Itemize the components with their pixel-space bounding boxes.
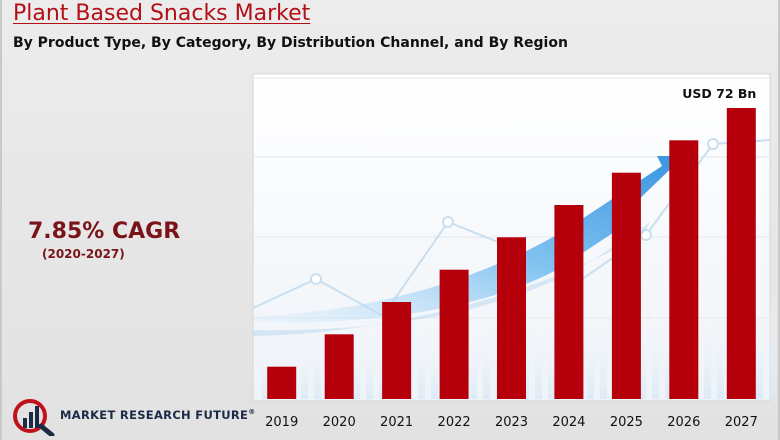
x-tick-label-2025: 2025 [610,415,643,430]
background-stripe [366,317,373,399]
x-tick-label-2024: 2024 [552,415,585,430]
background-stripe [275,324,282,399]
chart-title: Plant Based Snacks Market [13,1,311,26]
x-axis-tick-labels: 2019 2020 2021 2022 2023 2024 2025 2026 2027 [265,415,758,430]
background-stripe [288,323,295,399]
cagr-period: (2020-2027) [42,247,125,261]
x-tick-label-2020: 2020 [323,415,356,430]
background-stripe [418,313,425,399]
bar-2024 [554,205,584,399]
bar-series [267,108,756,400]
bar-2023 [497,237,526,399]
bar-2022 [439,269,469,399]
x-tick-label-2027: 2027 [725,415,758,430]
market-research-future-logo-icon [13,399,55,436]
cagr-value: 7.85% CAGR [28,219,181,244]
background-stripe [717,290,724,399]
background-stripe [353,318,360,399]
background-stripe [431,312,438,399]
background-stripe [756,287,763,399]
data-label-usd-72-bn: USD 72 Bn [682,86,756,101]
background-stripe [314,321,321,399]
x-tick-label-2021: 2021 [380,415,413,430]
chart-subtitle: By Product Type, By Category, By Distrib… [13,35,568,51]
bar-2027 [726,108,756,399]
background-stripe [262,325,269,399]
trend-point [640,229,652,241]
trend-point [442,216,454,228]
background-trend-points [310,138,719,285]
background-stripe [483,308,490,399]
bar-2025 [611,172,641,399]
bar-2019 [267,366,297,399]
background-stripe [769,286,776,399]
right-frame-line [778,0,780,440]
x-tick-label-2026: 2026 [667,415,700,430]
left-frame-line [0,0,2,440]
background-stripe [639,296,646,399]
background-stripe [652,295,659,399]
x-tick-label-2023: 2023 [495,415,528,430]
background-stripe [600,299,607,399]
x-tick-label-2022: 2022 [438,415,471,430]
background-stripe [548,303,555,399]
background-stripe [470,309,477,399]
background-stripe [587,300,594,399]
trend-point [707,138,719,150]
value-labels: USD 72 Bn [682,86,756,101]
bar-2020 [324,334,354,399]
background-stripe [665,294,672,399]
bar-2026 [669,140,699,400]
trend-point [310,273,322,285]
brand-name: MARKET RESEARCH FUTURE® [60,408,256,422]
x-tick-label-2019: 2019 [265,415,298,430]
background-stripe [535,304,542,399]
bar-2021 [382,302,412,399]
background-stripe [301,322,308,399]
background-stripe [704,291,711,399]
